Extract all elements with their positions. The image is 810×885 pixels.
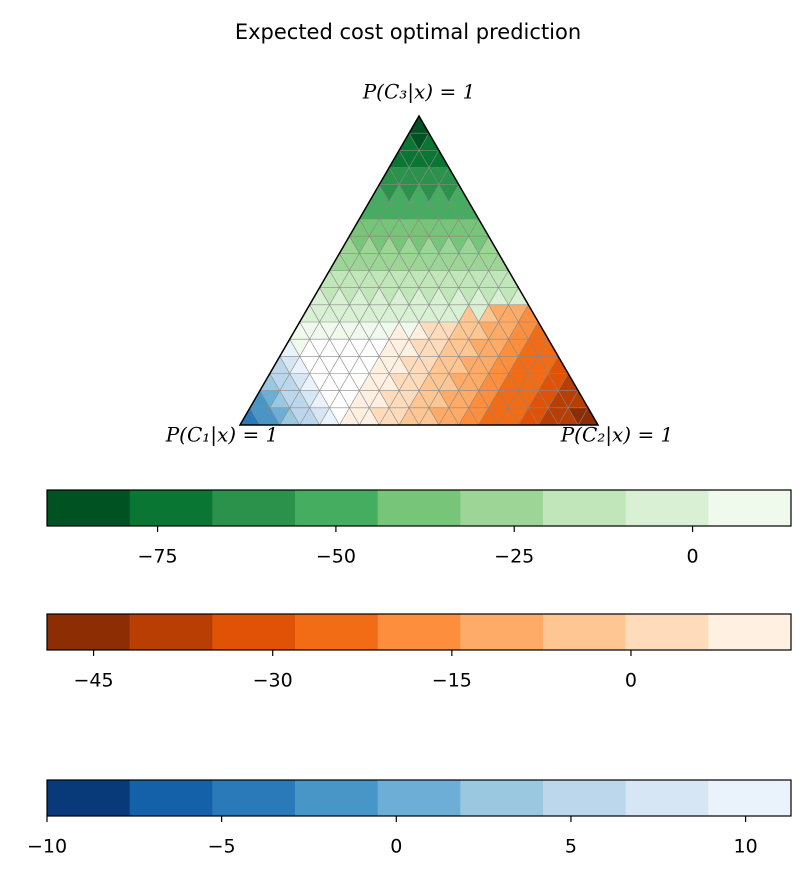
colorbar-tick-label: −15 — [432, 670, 472, 692]
colorbar-bin — [377, 780, 461, 816]
colorbar-bin — [543, 490, 627, 526]
colorbar-bin — [625, 614, 709, 650]
colorbar-bin — [47, 780, 131, 816]
colorbar-bin — [212, 780, 296, 816]
mesh-line — [299, 167, 450, 426]
colorbar-bin — [295, 490, 379, 526]
colorbar-bin — [543, 780, 627, 816]
mesh-line — [279, 150, 440, 426]
mesh-line — [458, 304, 529, 426]
triangle-outline — [238, 114, 600, 426]
colorbar-bin — [708, 614, 792, 650]
mesh-line — [259, 133, 430, 426]
mesh-line — [408, 133, 579, 426]
colorbar-tick-label: −10 — [27, 836, 67, 858]
colorbar-bin — [295, 780, 379, 816]
colorbar-bin — [377, 614, 461, 650]
mesh-line — [577, 407, 589, 426]
colorbar-tick-label: −50 — [316, 546, 356, 568]
mesh-line — [498, 339, 549, 426]
mesh-line — [369, 201, 499, 426]
mesh-line — [418, 270, 509, 426]
colorbar-bin — [543, 614, 627, 650]
mesh-line — [329, 270, 420, 426]
colorbar-tick-label: −75 — [138, 546, 178, 568]
colorbar-bin — [129, 614, 213, 650]
colorbar-bin — [295, 614, 379, 650]
mesh-line — [388, 167, 539, 426]
mesh-line — [349, 236, 460, 426]
mesh-line — [538, 373, 569, 426]
mesh-line — [378, 236, 489, 426]
colorbar-bin — [212, 614, 296, 650]
mesh-line — [319, 184, 460, 426]
colorbar-tick-label: −30 — [253, 670, 293, 692]
colorbar-bin — [377, 490, 461, 526]
colorbar-frame — [46, 613, 792, 651]
colorbar-tick-label: −45 — [74, 670, 114, 692]
colorbar-tick-label: 5 — [565, 836, 577, 858]
vertex-label: P(C₃|x) = 1 — [362, 80, 476, 105]
colorbar-bin — [460, 614, 544, 650]
colorbar-bin — [708, 780, 792, 816]
mesh-line — [398, 150, 559, 426]
ternary-plot — [238, 114, 600, 426]
colorbar-bin — [625, 780, 709, 816]
colorbar-frame — [46, 779, 792, 817]
colorbar-bin — [129, 780, 213, 816]
mesh-line — [289, 339, 340, 426]
colorbar-tick-label: −5 — [208, 836, 236, 858]
colorbar-tick-label: −25 — [494, 546, 534, 568]
mesh-line — [249, 407, 261, 426]
colorbar-frame — [46, 489, 792, 527]
colorbar-bin — [129, 490, 213, 526]
colorbar-bin — [212, 490, 296, 526]
mesh-line — [269, 373, 300, 426]
colorbar-tick-label: 0 — [687, 546, 699, 568]
colorbar-bin — [47, 490, 131, 526]
vertex-label: P(C₂|x) = 1 — [560, 423, 674, 448]
colorbar-tick-label: 0 — [390, 836, 402, 858]
colorbar-bin — [460, 780, 544, 816]
colorbar-bin — [625, 490, 709, 526]
vertex-label: P(C₁|x) = 1 — [165, 423, 279, 448]
colorbar-bin — [47, 614, 131, 650]
chart-title: Expected cost optimal prediction — [235, 20, 581, 44]
colorbar-tick-label: 0 — [625, 670, 637, 692]
mesh-line — [378, 184, 519, 426]
colorbar-bin — [708, 490, 792, 526]
contour-cell — [408, 115, 430, 134]
colorbar-tick-label: 10 — [733, 836, 757, 858]
colorbar-bin — [460, 490, 544, 526]
mesh-line — [309, 304, 380, 426]
mesh-line — [339, 201, 469, 426]
